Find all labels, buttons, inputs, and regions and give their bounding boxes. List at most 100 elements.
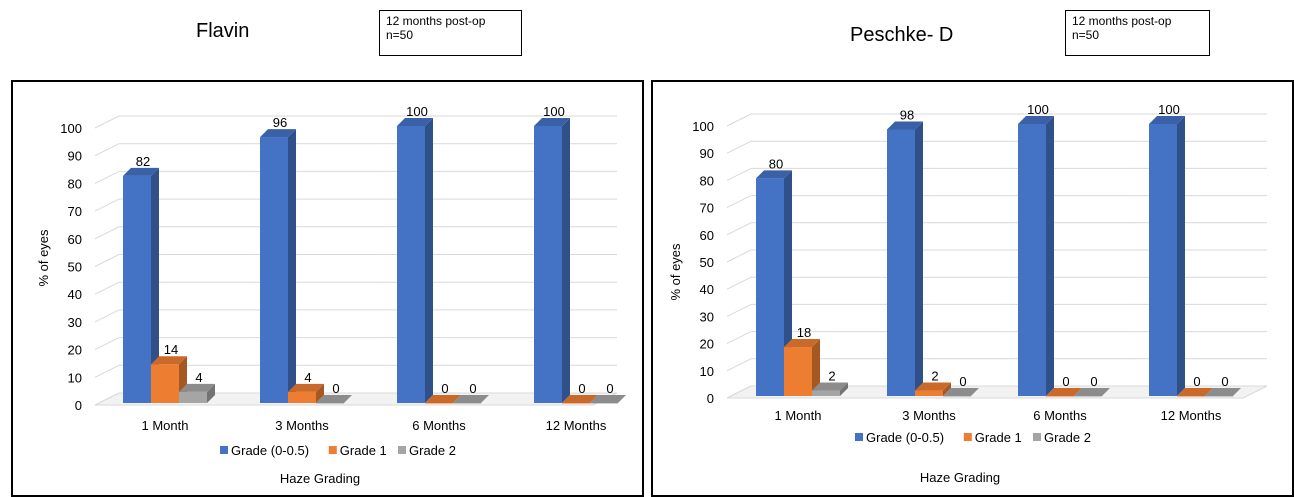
bar-grade-2 (453, 403, 481, 404)
gridline-depth (94, 143, 120, 157)
y-axis-label: % of eyes (36, 229, 51, 287)
gridline-depth (94, 226, 120, 240)
x-axis-label: Haze Grading (280, 471, 360, 486)
y-tick-label: 60 (68, 232, 82, 247)
y-tick-label: 0 (75, 398, 82, 413)
bar-top (943, 388, 979, 396)
data-label: 100 (1158, 102, 1180, 117)
data-label: 14 (164, 342, 178, 357)
y-tick-label: 60 (700, 228, 714, 243)
bar-side (840, 382, 848, 396)
legend-entry: Grade 1 (975, 430, 1022, 445)
bar-top (784, 339, 820, 348)
data-label: 82 (136, 154, 150, 169)
x-tick-label: 12 Months (1161, 408, 1222, 423)
gridline-depth (726, 140, 752, 154)
bar-grade-0-0-5- (397, 126, 425, 403)
data-label: 0 (469, 381, 476, 396)
data-label: 0 (578, 381, 585, 396)
y-tick-label: 30 (700, 309, 714, 324)
y-tick-label: 40 (700, 282, 714, 297)
y-tick-label: 10 (700, 364, 714, 379)
x-axis-label: Haze Grading (920, 470, 1000, 485)
bar-side (915, 121, 923, 396)
bar-grade-1 (1177, 396, 1205, 397)
gridline-depth (726, 331, 752, 345)
bar-grade-0-0-5- (887, 129, 915, 396)
bar-side (784, 170, 792, 396)
x-tick-label: 3 Months (902, 408, 956, 423)
y-tick-label: 50 (68, 260, 82, 275)
y-tick-label: 80 (700, 173, 714, 188)
data-label: 2 (931, 369, 938, 384)
data-label: 0 (332, 381, 339, 396)
gridline-depth (726, 358, 752, 372)
gridline-depth (94, 364, 120, 378)
bar-side (151, 167, 159, 403)
bar-side (425, 118, 433, 403)
data-label: 4 (304, 370, 311, 385)
bar-top (151, 356, 187, 365)
bar-top (887, 121, 923, 130)
bar-side (562, 118, 570, 403)
y-tick-label: 10 (68, 370, 82, 385)
x-tick-label: 1 Month (775, 408, 822, 423)
data-label: 0 (441, 381, 448, 396)
bar-top (397, 118, 433, 126)
bar-grade-0-0-5- (123, 175, 151, 403)
bar-side (1046, 116, 1054, 396)
bar-top (812, 382, 848, 391)
note-box-peschke: 12 months post-op n=50 (1065, 10, 1210, 56)
y-tick-label: 70 (68, 204, 82, 219)
gridline-depth (94, 309, 120, 323)
bar-grade-2 (812, 390, 840, 396)
bar-top (425, 395, 461, 403)
bar-top (562, 395, 598, 403)
gridline-depth (726, 222, 752, 236)
bar-grade-2 (179, 391, 207, 403)
note-line-1: 12 months post-op (1072, 14, 1172, 28)
legend-entry: Grade 2 (409, 443, 456, 458)
panel-title-peschke: Peschke- D (850, 24, 954, 46)
note-line-2: n=50 (1072, 28, 1100, 42)
legend-swatch (963, 433, 972, 441)
bar-top (316, 395, 352, 403)
bar-grade-1 (1046, 396, 1074, 397)
bar-top (1018, 116, 1054, 124)
data-label: 0 (1221, 374, 1228, 389)
bar-grade-0-0-5- (1018, 124, 1046, 396)
bar-grade-2 (1205, 396, 1233, 397)
bar-grade-2 (943, 396, 971, 397)
bar-grade-2 (316, 403, 344, 404)
chart-floor (726, 385, 1268, 399)
gridline-depth (94, 254, 120, 267)
bar-top (756, 170, 792, 179)
bar-top (590, 395, 626, 403)
bar-top (179, 383, 215, 392)
bar-side (812, 339, 820, 396)
bar-top (453, 395, 489, 403)
y-tick-label: 90 (68, 149, 82, 164)
y-tick-label: 40 (68, 287, 82, 302)
y-tick-label: 0 (707, 391, 714, 406)
y-tick-label: 20 (700, 337, 714, 352)
y-tick-label: 90 (700, 146, 714, 161)
bar-top (1046, 388, 1082, 396)
data-label: 98 (900, 107, 914, 122)
gridline-depth (726, 276, 752, 290)
gridline-depth (726, 167, 752, 181)
data-label: 0 (1062, 374, 1069, 389)
y-tick-label: 100 (692, 119, 714, 134)
bar-grade-1 (425, 403, 453, 404)
bar-grade-1 (562, 403, 590, 404)
gridline-depth (726, 303, 752, 317)
data-label: 18 (797, 325, 811, 340)
bar-grade-0-0-5- (260, 137, 288, 403)
y-axis-label: % of eyes (668, 243, 683, 301)
x-tick-label: 12 Months (546, 418, 607, 433)
note-box-flavin: 12 months post-op n=50 (379, 10, 522, 56)
legend-swatch (220, 446, 228, 454)
data-label: 96 (273, 115, 287, 130)
bar-grade-1 (784, 347, 812, 396)
y-tick-label: 50 (700, 255, 714, 270)
